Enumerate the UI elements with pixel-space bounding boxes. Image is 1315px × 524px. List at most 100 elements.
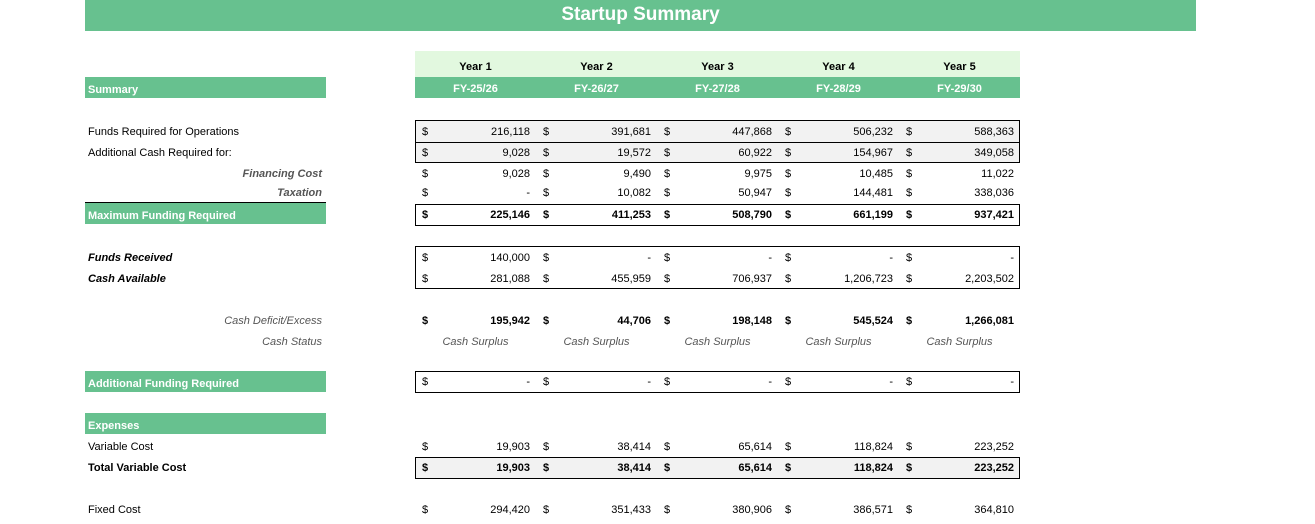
- label-variable-cost: Variable Cost: [88, 441, 154, 453]
- cell-value: 9,975: [744, 168, 772, 180]
- value-cell: $338,036: [899, 183, 1020, 204]
- year-label: Year 3: [701, 61, 734, 73]
- value-cell: $ -: [899, 248, 1020, 269]
- value-cell: $ -: [415, 372, 536, 393]
- cell-value: 195,942: [490, 315, 530, 327]
- value-cell: $10,485: [778, 164, 899, 185]
- cell-value: 65,614: [738, 462, 772, 474]
- value-cell: $19,903: [415, 458, 536, 479]
- currency-symbol: $: [906, 315, 913, 327]
- cell-value: 19,903: [496, 462, 530, 474]
- value-cell: $ -: [536, 248, 657, 269]
- currency-symbol: $: [543, 315, 550, 327]
- currency-symbol: $: [664, 315, 671, 327]
- currency-symbol: $: [785, 273, 792, 285]
- currency-symbol: $: [422, 462, 429, 474]
- value-cell: $ -: [899, 372, 1020, 393]
- cell-value: 38,414: [617, 441, 651, 453]
- cell-value: 661,199: [853, 209, 893, 221]
- value-cell: $351,433: [536, 500, 657, 521]
- value-cell: $ -: [536, 372, 657, 393]
- year-label: Year 1: [459, 61, 492, 73]
- cell-value: 11,022: [981, 168, 1014, 180]
- value-cell: $391,681: [536, 122, 657, 143]
- cash-status-value: Cash Surplus: [684, 336, 751, 348]
- cell-value: 294,420: [490, 504, 530, 516]
- currency-symbol: $: [422, 147, 429, 159]
- currency-symbol: $: [543, 187, 550, 199]
- row-variable-cost: $19,903 $38,414 $65,614 $118,824 $223,252: [415, 437, 1020, 458]
- currency-symbol: $: [422, 441, 429, 453]
- currency-symbol: $: [785, 504, 792, 516]
- value-cell: $661,199: [778, 205, 899, 226]
- section-additional-funding: Additional Funding Required: [85, 371, 326, 392]
- currency-symbol: $: [906, 252, 913, 264]
- value-cell: $195,942: [415, 311, 536, 332]
- value-cell: $118,824: [778, 458, 899, 479]
- value-cell: $386,571: [778, 500, 899, 521]
- value-cell: $140,000: [415, 248, 536, 269]
- cell-value: 144,481: [853, 187, 893, 199]
- currency-symbol: $: [785, 315, 792, 327]
- currency-symbol: $: [422, 376, 429, 388]
- fiscal-year-label: FY-25/26: [453, 83, 498, 95]
- currency-symbol: $: [906, 209, 913, 221]
- value-cell: $ -: [778, 372, 899, 393]
- currency-symbol: $: [664, 441, 671, 453]
- cell-value: -: [889, 252, 893, 264]
- row-taxation: $ - $10,082 $50,947 $144,481 $338,036: [415, 183, 1020, 204]
- cell-value: -: [1010, 252, 1014, 264]
- cell-value: 19,572: [617, 147, 651, 159]
- value-cell: $1,266,081: [899, 311, 1020, 332]
- currency-symbol: $: [543, 168, 550, 180]
- cell-value: 455,959: [611, 273, 651, 285]
- cell-value: 351,433: [611, 504, 651, 516]
- cell-value: 118,824: [854, 441, 893, 453]
- row-funds-required: $216,118 $391,681 $447,868 $506,232 $588,363: [415, 122, 1020, 143]
- cell-value: 706,937: [732, 273, 772, 285]
- cash-status-value: Cash Surplus: [926, 336, 993, 348]
- value-cell: $2,203,502: [899, 269, 1020, 290]
- value-cell: $144,481: [778, 183, 899, 204]
- cell-value: -: [526, 187, 530, 199]
- value-cell: $508,790: [657, 205, 778, 226]
- label-taxation: Taxation: [277, 187, 322, 199]
- fiscal-year-label: FY-26/27: [574, 83, 619, 95]
- cell-value: -: [647, 252, 651, 264]
- value-cell: $ -: [778, 248, 899, 269]
- value-cell: $50,947: [657, 183, 778, 204]
- currency-symbol: $: [785, 252, 792, 264]
- value-cell: $38,414: [536, 437, 657, 458]
- currency-symbol: $: [664, 273, 671, 285]
- section-expenses: Expenses: [85, 413, 326, 434]
- value-cell: $706,937: [657, 269, 778, 290]
- cell-value: -: [526, 376, 530, 388]
- cell-value: 223,252: [974, 462, 1014, 474]
- value-cell: $588,363: [899, 122, 1020, 143]
- currency-symbol: $: [422, 315, 429, 327]
- currency-symbol: $: [785, 441, 792, 453]
- label-cash-available: Cash Available: [88, 273, 166, 285]
- value-cell: $10,082: [536, 183, 657, 204]
- value-cell: $11,022: [899, 164, 1020, 185]
- currency-symbol: $: [906, 187, 913, 199]
- cell-value: 225,146: [490, 209, 530, 221]
- cell-value: 447,868: [732, 126, 772, 138]
- value-cell: $ -: [657, 248, 778, 269]
- value-cell: $9,028: [415, 143, 536, 164]
- row-divider: [415, 142, 1020, 143]
- currency-symbol: $: [906, 376, 913, 388]
- cell-value: -: [768, 252, 772, 264]
- value-cell: $9,975: [657, 164, 778, 185]
- cell-value: 1,266,081: [965, 315, 1014, 327]
- cell-value: -: [889, 376, 893, 388]
- row-total-variable-cost: $19,903 $38,414 $65,614 $118,824 $223,252: [415, 458, 1020, 479]
- currency-symbol: $: [785, 126, 792, 138]
- cell-value: 65,614: [738, 441, 772, 453]
- value-cell: $ -: [415, 183, 536, 204]
- label-funds-received: Funds Received: [88, 252, 173, 264]
- label-financing-cost: Financing Cost: [242, 168, 322, 180]
- currency-symbol: $: [906, 504, 913, 516]
- cell-value: -: [647, 376, 651, 388]
- value-cell: $380,906: [657, 500, 778, 521]
